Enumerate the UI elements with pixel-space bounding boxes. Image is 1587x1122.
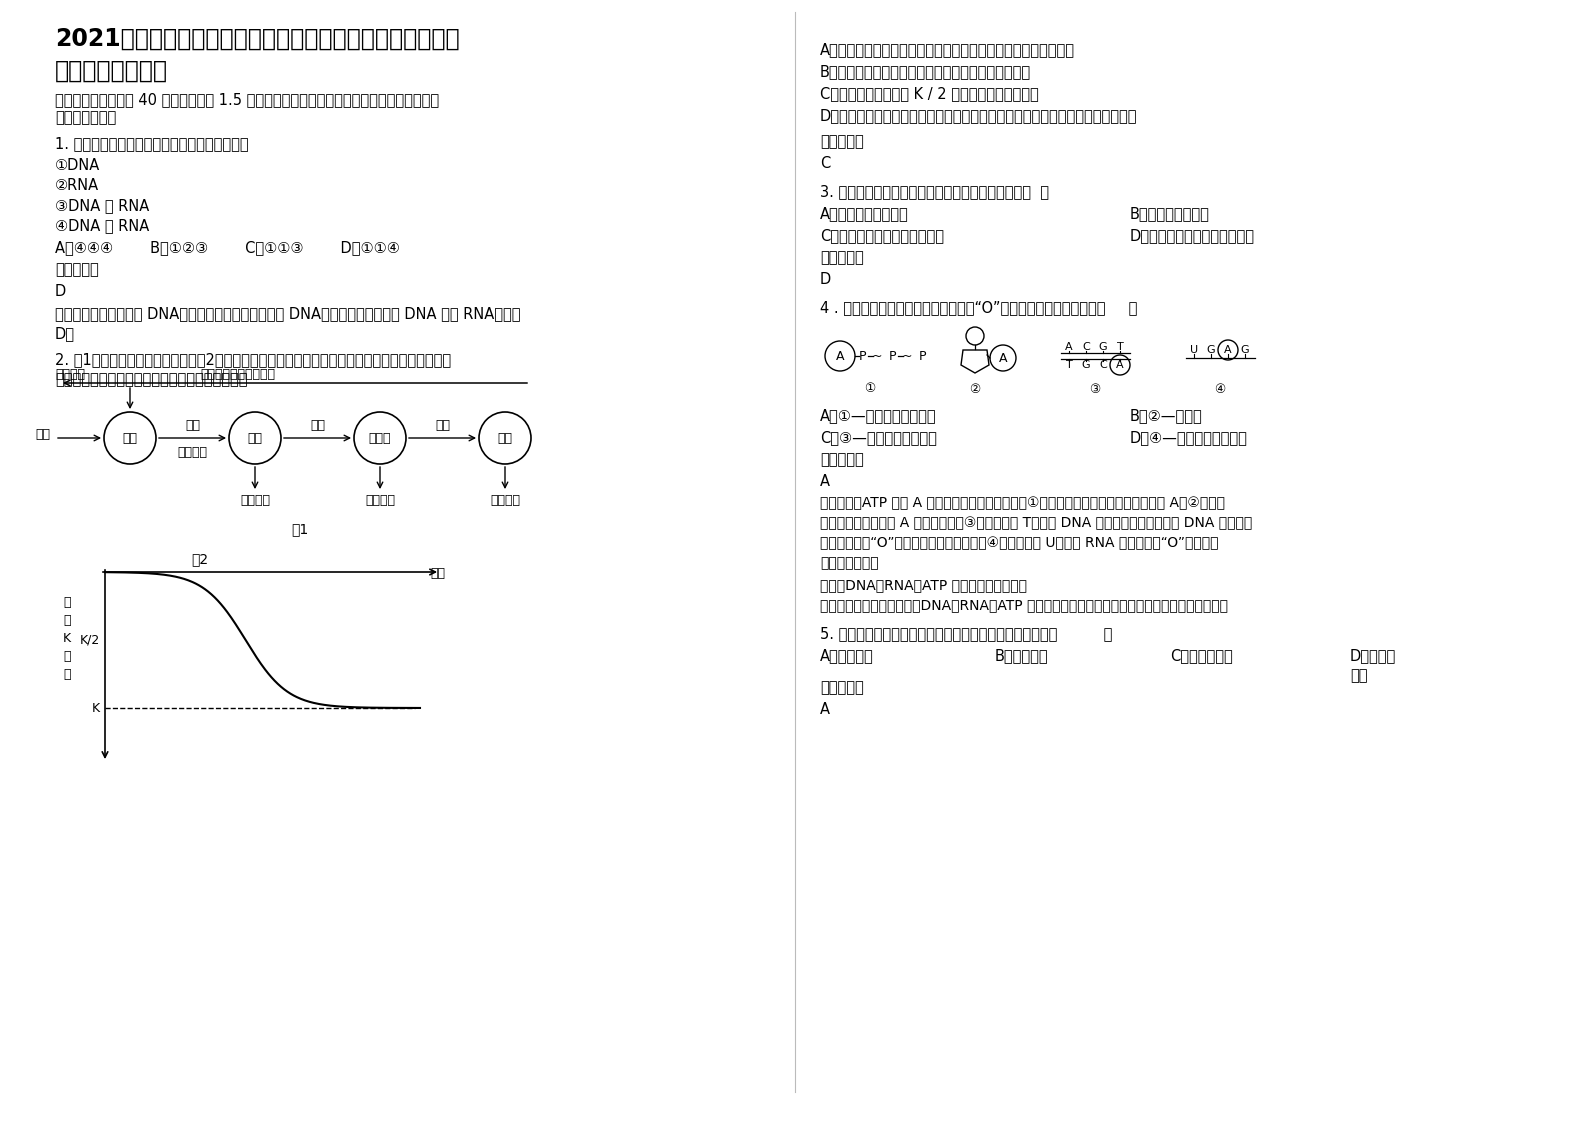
Text: 家畜: 家畜	[248, 432, 262, 444]
Text: A: A	[1065, 342, 1073, 352]
Text: 数: 数	[63, 650, 71, 662]
Text: 排泴物、杂屑（肺料）: 排泴物、杂屑（肺料）	[200, 368, 275, 381]
Text: B．果汁被饮入胃中: B．果汁被饮入胃中	[1130, 206, 1209, 221]
Text: A: A	[1116, 360, 1124, 370]
Text: C: C	[820, 156, 830, 171]
Text: D．青霉素被注射到皮下组织中: D．青霉素被注射到皮下组织中	[1130, 228, 1255, 243]
Text: G: G	[1082, 360, 1090, 370]
Text: K/2: K/2	[79, 634, 100, 646]
Text: D．食用菌和蚁螂属于分解者，它们促进了生态系统中物质循环和能量流动的进行: D．食用菌和蚁螂属于分解者，它们促进了生态系统中物质循环和能量流动的进行	[820, 108, 1138, 123]
Text: 题目要求的。）: 题目要求的。）	[56, 110, 116, 125]
Text: 5. 通过改变原有基因结构从而创造出新品种的育种方法是（          ）: 5. 通过改变原有基因结构从而创造出新品种的育种方法是（ ）	[820, 626, 1112, 641]
Text: ~: ~	[901, 349, 913, 362]
Text: D: D	[820, 272, 832, 287]
Text: 食用菌: 食用菌	[368, 432, 392, 444]
Text: P: P	[889, 349, 897, 362]
Text: 间的变化示意图。下列叙述不符合生态学观点的是: 间的变化示意图。下列叙述不符合生态学观点的是	[56, 373, 248, 387]
Text: C．氧气进入血液中的红细胞里: C．氧气进入血液中的红细胞里	[820, 228, 944, 243]
Text: U: U	[1190, 344, 1198, 355]
Text: P: P	[919, 349, 927, 362]
Text: A: A	[998, 351, 1008, 365]
Text: 太阳辐射: 太阳辐射	[56, 368, 86, 381]
Text: ①: ①	[865, 381, 876, 395]
Text: 参考答案：: 参考答案：	[820, 250, 863, 265]
Text: T: T	[1065, 360, 1073, 370]
Text: 期期末试题含解析: 期期末试题含解析	[56, 59, 168, 83]
Text: B、杂交育种: B、杂交育种	[995, 649, 1049, 663]
Text: G: G	[1206, 344, 1216, 355]
Text: 种: 种	[63, 596, 71, 608]
Text: A: A	[1224, 344, 1232, 355]
Text: 产品输出: 产品输出	[365, 494, 395, 507]
Text: C．③—腺嘴呐脊氧核苷酸: C．③—腺嘴呐脊氧核苷酸	[820, 430, 936, 445]
Text: 时间: 时间	[430, 567, 444, 580]
Text: 点评：本题通过图解考查了DNA、RNA、ATP 等分子结构的异同点，属于对记忆、分析层次的考查。: 点评：本题通过图解考查了DNA、RNA、ATP 等分子结构的异同点，属于对记忆、…	[820, 598, 1228, 611]
Text: K: K	[92, 701, 100, 715]
Text: ④: ④	[1214, 383, 1225, 395]
Text: 籽实: 籽实	[35, 427, 51, 441]
Text: 参考答案：: 参考答案：	[820, 680, 863, 695]
Text: A、诱变育种: A、诱变育种	[820, 649, 874, 663]
Text: B．合理使用农家肺可以提高流经该生态系统的总能量: B．合理使用农家肺可以提高流经该生态系统的总能量	[820, 64, 1032, 79]
Text: ①DNA: ①DNA	[56, 158, 100, 173]
Text: 2. 图1是人工设计的生态系统图，图2是在蚁螂养殖池中加入一定量食用菌杂屑后蚁螂种群数量随时: 2. 图1是人工设计的生态系统图，图2是在蚁螂养殖池中加入一定量食用菌杂屑后蚁螂…	[56, 352, 451, 367]
Text: 4 . 在下列四种化合物的化学组成中，“O”中所对应的含义错误的是（     ）: 4 . 在下列四种化合物的化学组成中，“O”中所对应的含义错误的是（ ）	[820, 300, 1138, 315]
Text: 一、选择题（本题共 40 小题，每小题 1.5 分。在每小题给出的四个选项中，只有一项是符合: 一、选择题（本题共 40 小题，每小题 1.5 分。在每小题给出的四个选项中，只…	[56, 92, 440, 107]
Text: D。: D。	[56, 327, 75, 341]
Text: D: D	[56, 284, 67, 298]
Text: 原核生物的遗传物质是 DNA，真核生物的遗传物质也是 DNA，病毒的遗传物质是 DNA 或者 RNA，故选: 原核生物的遗传物质是 DNA，真核生物的遗传物质也是 DNA，病毒的遗传物质是 …	[56, 306, 521, 321]
Text: T: T	[1117, 342, 1124, 352]
Text: 3. 下列各项中，可视为物质进入内环境的实例的是（  ）: 3. 下列各项中，可视为物质进入内环境的实例的是（ ）	[820, 184, 1049, 199]
Text: B．②—腺嘴呐: B．②—腺嘴呐	[1130, 408, 1203, 423]
Text: A．该生态系统能量经过了多级利用，提高了系统总能量利用效率: A．该生态系统能量经过了多级利用，提高了系统总能量利用效率	[820, 42, 1074, 57]
Text: C、多倍体育种: C、多倍体育种	[1170, 649, 1233, 663]
Text: P: P	[859, 349, 867, 362]
Text: 呐核糖核苷酸。: 呐核糖核苷酸。	[820, 557, 879, 570]
Text: 粪屑: 粪屑	[309, 419, 325, 432]
Text: ②: ②	[970, 383, 981, 395]
Text: K: K	[63, 632, 71, 644]
Text: ③DNA 和 RNA: ③DNA 和 RNA	[56, 197, 149, 213]
Text: 杂屑: 杂屑	[435, 419, 451, 432]
Text: C: C	[1082, 342, 1090, 352]
Text: 产品输出: 产品输出	[240, 494, 270, 507]
Text: 产品输出: 产品输出	[490, 494, 521, 507]
Text: 1. 原核生物、真核生物、病毒的遗传物质分别是: 1. 原核生物、真核生物、病毒的遗传物质分别是	[56, 136, 249, 151]
Text: ④DNA 或 RNA: ④DNA 或 RNA	[56, 218, 149, 233]
Text: 本支架，因此“O”表示腺嘴呐脊氧核苷酸；④中含有碱基 U，表示 RNA 分子，因此“O”表示腺嘴: 本支架，因此“O”表示腺嘴呐脊氧核苷酸；④中含有碱基 U，表示 RNA 分子，因…	[820, 536, 1219, 550]
Text: 图1: 图1	[292, 522, 308, 536]
Text: A．氧气进入气管腔中: A．氧气进入气管腔中	[820, 206, 909, 221]
Text: 参考答案：: 参考答案：	[820, 134, 863, 149]
Text: G: G	[1098, 342, 1108, 352]
Text: 参考答案：: 参考答案：	[820, 452, 863, 467]
Text: 图2: 图2	[192, 552, 208, 565]
Text: ~: ~	[871, 349, 882, 362]
Text: （饲料）: （饲料）	[178, 447, 208, 459]
Text: C: C	[1100, 360, 1106, 370]
Text: 2021年内蒙古自治区呼和浩特市第三十九中学高二生物上学: 2021年内蒙古自治区呼和浩特市第三十九中学高二生物上学	[56, 27, 460, 50]
Text: ②RNA: ②RNA	[56, 178, 98, 193]
Text: D．④—腺嘴呐核糖核苷酸: D．④—腺嘴呐核糖核苷酸	[1130, 430, 1247, 445]
Text: D、单倍体
育种: D、单倍体 育种	[1351, 649, 1397, 683]
Text: 量: 量	[63, 668, 71, 681]
Text: ③: ③	[1089, 383, 1101, 395]
Text: A．①—腺嘴呐脊氧核苷酸: A．①—腺嘴呐脊氧核苷酸	[820, 408, 936, 423]
Text: A．④④④        B．①②③        C．①①③        D．①①④: A．④④④ B．①②③ C．①①③ D．①①④	[56, 240, 400, 255]
Text: A: A	[820, 702, 830, 717]
Text: 试题分析：ATP 中的 A 表示腺嘴呐核苷，因此图中①表示腺嘴呐核糖核苷酸，故本题选 A。②表示一: 试题分析：ATP 中的 A 表示腺嘴呐核苷，因此图中①表示腺嘴呐核糖核苷酸，故本…	[820, 496, 1225, 511]
Text: 秸秵: 秸秵	[186, 419, 200, 432]
Text: 作物: 作物	[122, 432, 138, 444]
Text: 群: 群	[63, 614, 71, 626]
Text: C．蚁螂种群数量达到 K / 2 値时，种内斗争最激烈: C．蚁螂种群数量达到 K / 2 値时，种内斗争最激烈	[820, 86, 1039, 101]
Text: A: A	[836, 349, 844, 362]
Text: G: G	[1241, 344, 1249, 355]
Text: 蚁螂: 蚁螂	[497, 432, 513, 444]
Text: A: A	[820, 473, 830, 489]
Text: 分子核苷酸，其中的 A 表示腺嘴呐；③中含有碱基 T，表示 DNA 分子，图中的横线表示 DNA 分子的基: 分子核苷酸，其中的 A 表示腺嘴呐；③中含有碱基 T，表示 DNA 分子，图中的…	[820, 516, 1252, 530]
Text: 考点：DNA、RNA、ATP 等分子结构的异同点: 考点：DNA、RNA、ATP 等分子结构的异同点	[820, 578, 1027, 592]
Text: 参考答案：: 参考答案：	[56, 263, 98, 277]
